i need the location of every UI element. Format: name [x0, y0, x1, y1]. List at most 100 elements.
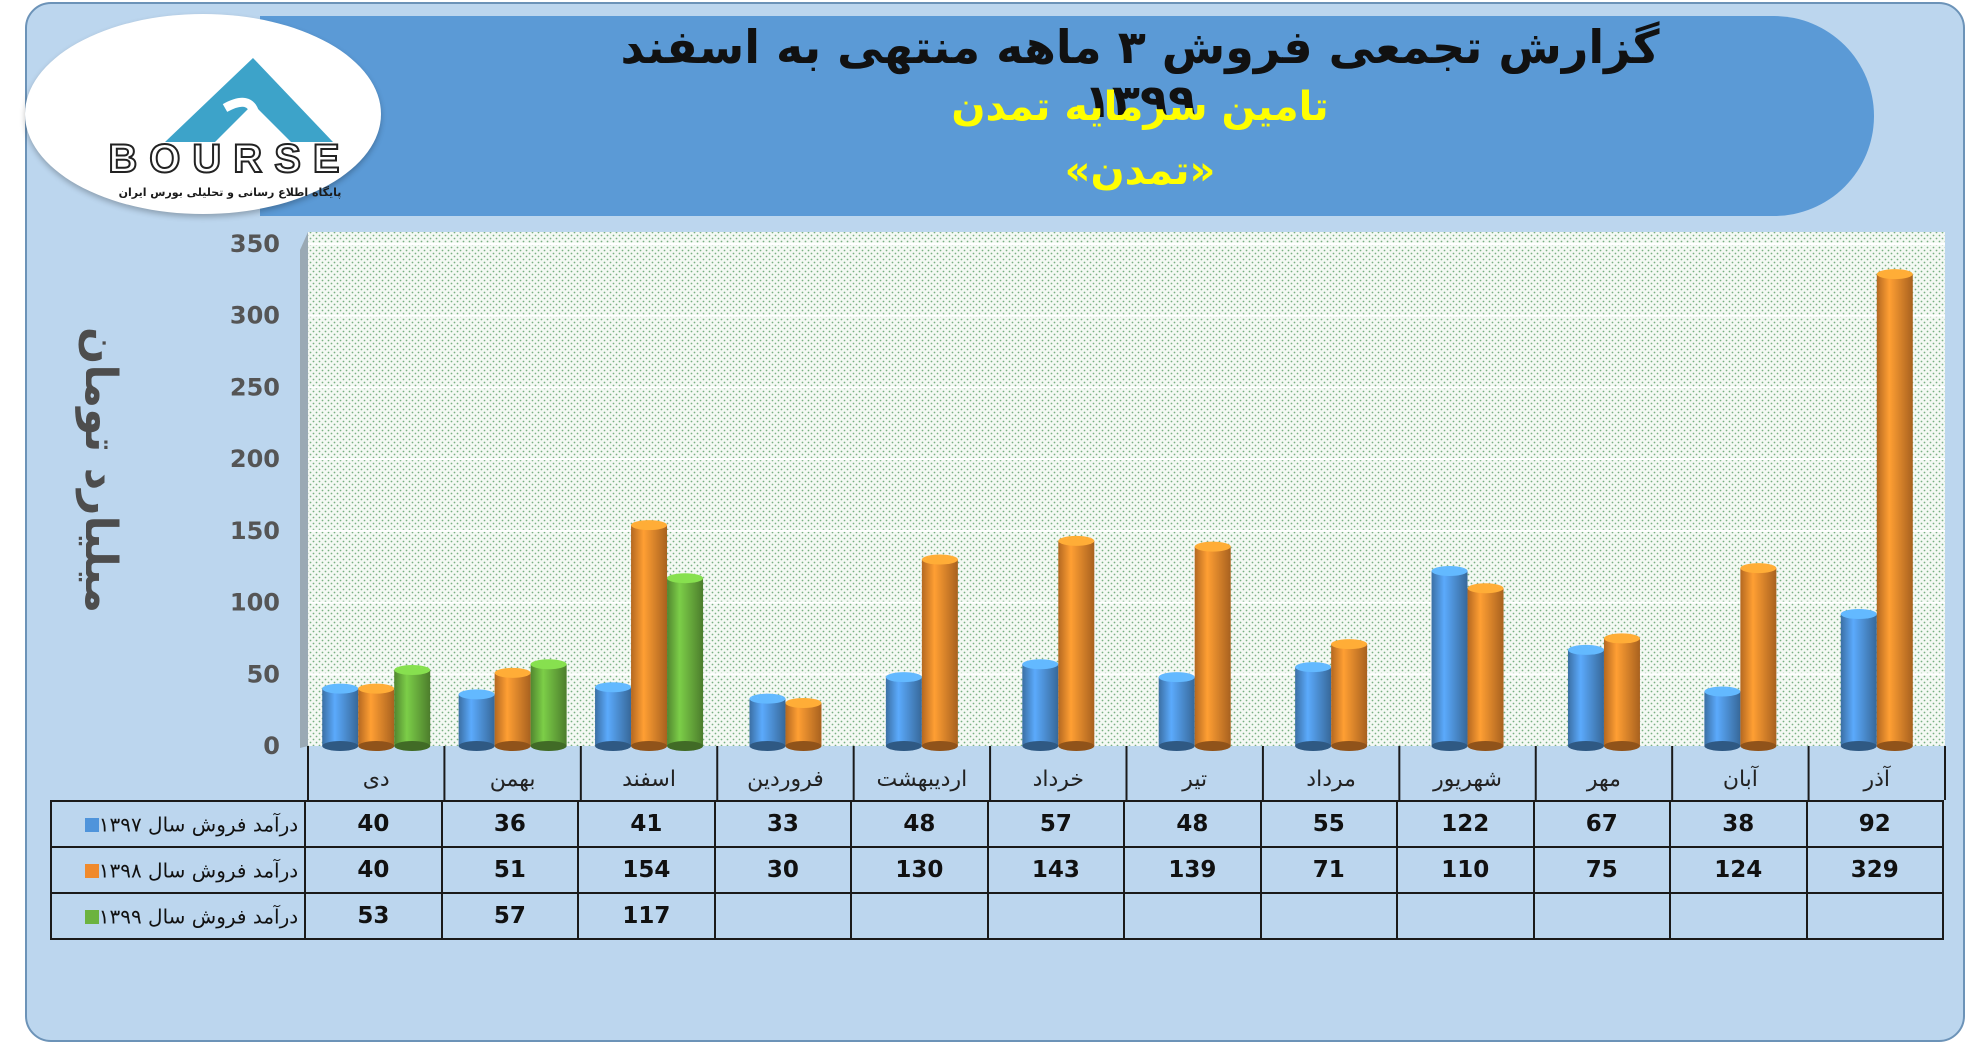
bar-top	[667, 573, 704, 584]
bar-body	[1840, 614, 1877, 746]
table-cell	[1396, 892, 1535, 940]
legend-swatch	[84, 817, 99, 832]
bar-body	[530, 664, 567, 746]
legend-swatch	[84, 863, 99, 878]
bar-top	[1567, 644, 1604, 655]
table-cell	[1259, 892, 1399, 940]
bar-3-3	[667, 573, 704, 751]
bar-body	[394, 669, 431, 746]
x-category-label: اردیبهشت	[877, 767, 968, 792]
bar-top	[1331, 639, 1368, 650]
bar-body	[1431, 571, 1468, 746]
bar-1-5	[885, 672, 922, 751]
plot-side-wall	[300, 232, 308, 748]
bar-top	[921, 554, 958, 565]
bar-3-1	[394, 664, 431, 751]
table-cell	[850, 892, 989, 940]
bar-top	[1431, 566, 1468, 577]
bar-body	[1331, 644, 1368, 746]
bar-body	[667, 578, 704, 746]
table-cell: 117	[577, 892, 716, 940]
table-cell: 71	[1259, 846, 1399, 894]
bar-1-9	[1431, 566, 1468, 751]
bar-2-6	[1058, 535, 1095, 751]
bar-body	[1740, 568, 1777, 746]
bar-top	[1603, 633, 1640, 644]
bar-top	[1876, 269, 1913, 280]
bar-body	[1058, 540, 1095, 746]
bar-body	[1567, 649, 1604, 746]
bar-base	[1467, 741, 1504, 751]
bar-1-4	[749, 693, 786, 751]
x-category-label: آذر	[1863, 765, 1891, 792]
bar-3-2	[530, 659, 567, 751]
series-header: درآمد فروش سال ۱۳۹۸	[49, 846, 307, 894]
bar-top	[530, 659, 567, 670]
table-cell: 55	[1259, 800, 1399, 848]
x-category-label: آبان	[1723, 765, 1759, 792]
series-header: درآمد فروش سال ۱۳۹۷	[49, 800, 307, 848]
bar-top	[631, 520, 668, 531]
table-cell: 48	[850, 800, 989, 848]
company-name: تامین سرمایه تمدن	[951, 84, 1329, 130]
report-title: گزارش تجمعی فروش ۳ ماهه منتهی به اسفند ۱…	[620, 20, 1660, 128]
y-tick-label: 300	[230, 302, 280, 330]
bar-top	[1158, 672, 1195, 683]
bar-base	[1158, 741, 1195, 751]
series-name: درآمد فروش سال ۱۳۹۹	[98, 904, 299, 929]
x-category-label: خرداد	[1033, 767, 1084, 792]
bar-top	[394, 664, 431, 675]
bar-base	[921, 741, 958, 751]
bar-base	[1876, 741, 1913, 751]
logo-tagline: پایگاه اطلاع رسانی و تحلیلی بورس ایران	[118, 186, 342, 199]
table-cell: 329	[1805, 846, 1944, 894]
bar-body	[885, 677, 922, 746]
bar-body	[1876, 274, 1913, 746]
bar-body	[322, 688, 359, 746]
bourse-logo-icon: BOURSE	[107, 58, 341, 174]
bar-body	[1603, 638, 1640, 746]
bar-body	[1194, 546, 1231, 746]
company-symbol: «تمدن»	[1064, 148, 1216, 194]
bar-body	[358, 688, 395, 746]
x-category-label: مهر	[1586, 767, 1621, 792]
table-cell: 41	[577, 800, 716, 848]
table-cell	[1123, 892, 1262, 940]
series-header: درآمد فروش سال ۱۳۹۹	[49, 892, 307, 940]
bar-1-2	[458, 689, 495, 751]
bar-1-6	[1022, 659, 1059, 751]
table-cell: 92	[1805, 800, 1944, 848]
bar-base	[1431, 741, 1468, 751]
bar-body	[1467, 588, 1504, 746]
bar-2-10	[1603, 633, 1640, 751]
table-cell: 75	[1532, 846, 1672, 894]
bar-base	[595, 741, 632, 751]
table-cell	[1669, 892, 1808, 940]
bar-2-2	[494, 667, 531, 751]
table-cell: 110	[1396, 846, 1535, 894]
bar-top	[749, 693, 786, 704]
bar-1-8	[1295, 662, 1332, 751]
bar-2-1	[358, 683, 395, 751]
y-tick-label: 0	[263, 732, 280, 760]
legend-swatch	[84, 909, 99, 924]
y-tick-label: 200	[230, 445, 280, 473]
bar-top	[1058, 535, 1095, 546]
bar-top	[1740, 563, 1777, 574]
bar-base	[394, 741, 431, 751]
table-cell: 38	[1669, 800, 1808, 848]
table-row: درآمد فروش سال ۱۳۹۹ 53 57 117	[49, 892, 1944, 940]
table-cell	[986, 892, 1126, 940]
plot-area	[308, 232, 1945, 746]
bar-top	[885, 672, 922, 683]
table-row: درآمد فروش سال ۱۳۹۷ 40 36 41 33 48 57 48 55 122 67…	[49, 800, 1944, 848]
table-cell: 143	[986, 846, 1126, 894]
bar-1-12	[1840, 609, 1877, 751]
bar-top	[322, 683, 359, 694]
bar-top	[785, 697, 822, 708]
y-tick-label: 250	[230, 373, 280, 401]
bar-body	[921, 559, 958, 746]
bar-1-10	[1567, 644, 1604, 751]
x-category-label: مرداد	[1306, 767, 1356, 792]
